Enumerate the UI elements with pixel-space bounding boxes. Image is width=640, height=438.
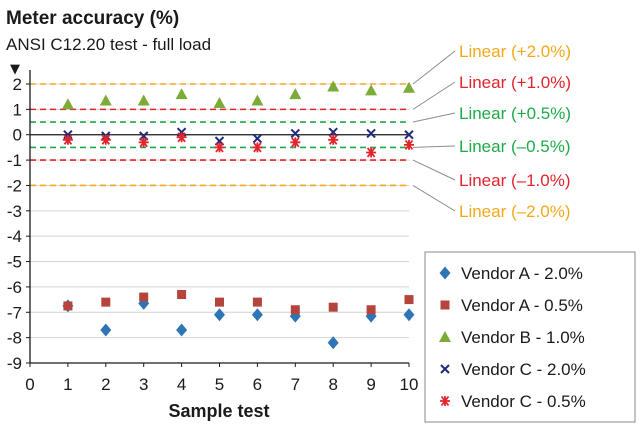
y-tick-label: -4 xyxy=(7,227,22,246)
axes: 210-1-2-3-4-5-6-7-8-90 1 2 3 4 5 6 7 8 9 10 xyxy=(7,70,419,394)
data-point xyxy=(366,147,377,158)
legend-label: Vendor B - 1.0% xyxy=(461,328,585,347)
y-axis-arrow-icon: ▼ xyxy=(10,62,20,77)
reference-line-label: Linear (–1.0%) xyxy=(459,171,571,190)
data-point xyxy=(289,88,302,100)
data-point xyxy=(327,336,339,350)
reference-line-label: Linear (+1.0%) xyxy=(459,73,571,92)
data-point xyxy=(328,127,338,137)
data-point xyxy=(252,133,263,144)
legend: Vendor A - 2.0% Vendor A - 0.5% Vendor B -… xyxy=(424,251,636,423)
reference-line-label: Linear (–2.0%) xyxy=(459,202,571,221)
legend-marker xyxy=(440,364,450,374)
legend-marker xyxy=(440,300,450,310)
x-tick-label: 4 xyxy=(177,375,186,394)
data-points xyxy=(61,80,415,350)
data-point xyxy=(214,308,225,322)
data-point xyxy=(214,142,225,153)
leader-line xyxy=(412,159,456,181)
data-point xyxy=(365,84,378,96)
data-point xyxy=(290,128,301,139)
x-tick-label: 1 xyxy=(63,375,72,394)
legend-marker xyxy=(439,331,451,342)
data-point xyxy=(215,297,224,307)
data-point xyxy=(62,134,73,145)
data-point xyxy=(176,323,188,337)
data-point xyxy=(366,305,376,315)
data-point xyxy=(101,297,111,307)
y-tick-label: -1 xyxy=(7,151,22,170)
data-point xyxy=(252,142,263,153)
data-point xyxy=(404,295,414,305)
legend-label: Vendor A - 0.5% xyxy=(461,296,583,315)
data-point xyxy=(100,134,111,145)
leader-line xyxy=(412,81,456,110)
y-tick-label: -2 xyxy=(7,176,22,195)
legend-marker xyxy=(440,395,450,407)
reference-line-label: Linear (–0.5%) xyxy=(459,137,571,156)
x-tick-label: 9 xyxy=(366,375,375,394)
x-tick-label: 6 xyxy=(253,375,262,394)
legend-label: Vendor C - 0.5% xyxy=(461,392,586,411)
data-point xyxy=(251,308,263,322)
x-tick-label: 10 xyxy=(400,375,419,394)
x-tick-label: 0 xyxy=(25,375,34,394)
legend-label: Vendor C - 2.0% xyxy=(461,360,586,379)
y-tick-label: -8 xyxy=(7,329,22,348)
data-point xyxy=(290,137,301,148)
y-tick-label: -7 xyxy=(7,303,22,322)
x-tick-label: 2 xyxy=(101,375,110,394)
x-tick-label: 3 xyxy=(139,375,148,394)
x-tick-label: 5 xyxy=(215,375,224,394)
y-tick-label: -3 xyxy=(7,202,22,221)
data-point xyxy=(61,98,74,110)
reference-line-labels: Linear (+2.0%) Linear (+1.0%) Linear (+0.5… xyxy=(412,42,571,221)
data-point xyxy=(176,132,187,143)
data-point xyxy=(138,137,149,148)
data-point xyxy=(403,81,415,93)
y-tick-label: 0 xyxy=(13,126,22,145)
data-point xyxy=(366,128,376,139)
data-point xyxy=(137,94,150,106)
data-point xyxy=(328,134,339,145)
data-point xyxy=(139,292,149,302)
data-point xyxy=(327,80,340,92)
y-tick-label: -5 xyxy=(7,253,22,272)
y-tick-label: 2 xyxy=(13,75,22,94)
leader-line xyxy=(412,185,456,212)
leader-line xyxy=(412,50,456,85)
data-point xyxy=(251,94,264,106)
legend-label: Vendor A - 2.0% xyxy=(461,264,583,283)
chart-title: Meter accuracy (%) xyxy=(6,8,179,29)
y-tick-label: 1 xyxy=(13,100,22,119)
data-point xyxy=(290,305,300,315)
data-point xyxy=(100,323,112,337)
data-point xyxy=(175,88,188,100)
leader-line xyxy=(412,145,456,148)
data-point xyxy=(328,302,338,312)
x-tick-label: 8 xyxy=(328,375,337,394)
x-tick-label: 7 xyxy=(291,375,300,394)
data-point xyxy=(404,139,414,150)
legend-marker xyxy=(439,266,451,280)
leader-line xyxy=(412,112,456,123)
reference-line-label: Linear (+0.5%) xyxy=(459,104,571,123)
data-point xyxy=(404,130,414,140)
data-point xyxy=(403,308,415,322)
data-point xyxy=(252,297,262,307)
data-point xyxy=(213,97,226,109)
chart-subtitle: ANSI C12.20 test - full load xyxy=(6,35,211,54)
data-point xyxy=(99,94,112,106)
data-point xyxy=(177,290,187,300)
y-tick-label: -9 xyxy=(7,354,22,373)
reference-lines xyxy=(30,83,409,187)
legend-box xyxy=(424,251,636,423)
reference-line-label: Linear (+2.0%) xyxy=(459,42,571,61)
data-point xyxy=(63,301,73,311)
y-tick-label: -6 xyxy=(7,278,22,297)
x-axis-label: Sample test xyxy=(168,401,269,421)
